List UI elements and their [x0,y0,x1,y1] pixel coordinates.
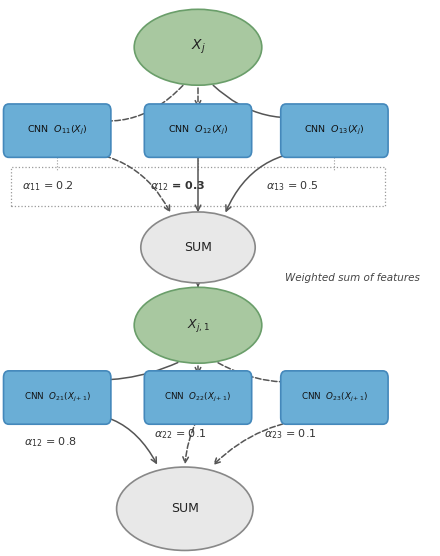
Text: CNN  $O_{22}$($X_{j+1}$): CNN $O_{22}$($X_{j+1}$) [165,391,231,404]
Text: SUM: SUM [184,241,212,254]
Ellipse shape [141,212,255,283]
Text: CNN  $O_{11}$($X_j$): CNN $O_{11}$($X_j$) [27,124,88,137]
FancyBboxPatch shape [281,104,388,157]
Ellipse shape [117,467,253,550]
Ellipse shape [134,287,262,363]
Text: $X_j$: $X_j$ [191,38,205,56]
Text: $X_{j,1}$: $X_{j,1}$ [187,317,209,334]
FancyBboxPatch shape [281,371,388,424]
FancyBboxPatch shape [4,371,111,424]
Text: CNN  $O_{12}$($X_j$): CNN $O_{12}$($X_j$) [168,124,228,137]
Text: $\alpha_{22}$ = 0.1: $\alpha_{22}$ = 0.1 [154,427,206,440]
FancyBboxPatch shape [4,104,111,157]
Text: CNN  $O_{13}$($X_j$): CNN $O_{13}$($X_j$) [304,124,365,137]
Text: Weighted sum of features: Weighted sum of features [285,273,419,283]
FancyBboxPatch shape [144,104,252,157]
Text: SUM: SUM [171,502,199,515]
Text: $\alpha_{11}$ = 0.2: $\alpha_{11}$ = 0.2 [22,180,74,193]
Text: CNN  $O_{23}$($X_{j+1}$): CNN $O_{23}$($X_{j+1}$) [301,391,368,404]
Text: $\alpha_{13}$ = 0.5: $\alpha_{13}$ = 0.5 [266,180,319,193]
Text: CNN  $O_{21}$($X_{j+1}$): CNN $O_{21}$($X_{j+1}$) [24,391,91,404]
FancyBboxPatch shape [144,371,252,424]
Text: $\alpha_{12}$ = 0.8: $\alpha_{12}$ = 0.8 [24,435,77,449]
Ellipse shape [134,9,262,85]
Text: $\alpha_{12}$ = 0.3: $\alpha_{12}$ = 0.3 [150,180,205,193]
Text: $\alpha_{23}$ = 0.1: $\alpha_{23}$ = 0.1 [264,427,316,440]
